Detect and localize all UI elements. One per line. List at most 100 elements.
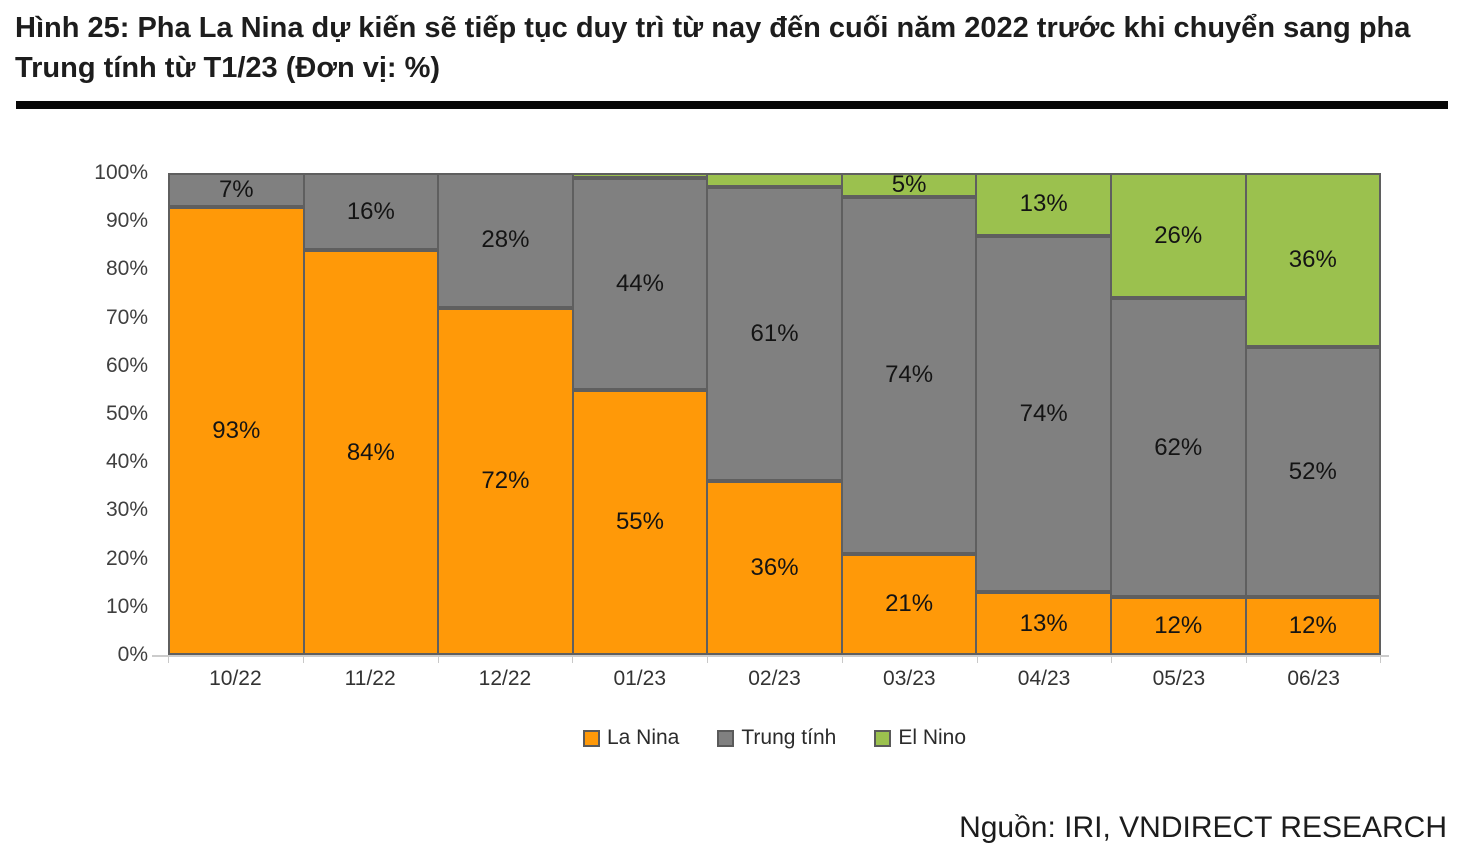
legend-item-el-nino: El Nino: [874, 726, 966, 750]
segment-value-label: 84%: [346, 438, 395, 466]
legend-item-trung-tinh: Trung tính: [717, 726, 836, 750]
legend-swatch-icon: [717, 729, 735, 747]
segment-value-label: 12%: [1154, 612, 1203, 640]
y-tick-label: 40%: [105, 450, 148, 473]
x-tick-label: 03/23: [883, 667, 936, 690]
x-tick-label: 04/23: [1017, 667, 1071, 690]
segment-value-label: 7%: [218, 175, 254, 203]
x-axis-tick: [707, 657, 708, 663]
y-tick-label: 50%: [105, 402, 148, 425]
legend-label: Trung tính: [741, 726, 837, 749]
segment-value-label: 26%: [1154, 221, 1203, 249]
segment-value-label: 74%: [1019, 400, 1068, 427]
bar-04-23: 13% 74% 13%: [975, 173, 1112, 655]
segment-el-nino: [706, 173, 843, 188]
y-tick-label: 10%: [105, 595, 148, 618]
figure-title: Hình 25: Pha La Nina dự kiến sẽ tiếp tục…: [15, 12, 1411, 84]
x-tick-label: 06/23: [1287, 667, 1340, 690]
legend-item-la-nina: La Nina: [582, 726, 680, 750]
segment-el-nino: 26%: [1109, 173, 1247, 299]
legend-label: El Nino: [898, 726, 967, 749]
legend-label: La Nina: [606, 726, 680, 749]
segment-value-label: 28%: [481, 226, 530, 254]
segment-value-label: 13%: [1019, 609, 1068, 637]
bar-05-23: 12% 62% 26%: [1109, 173, 1247, 655]
x-axis-tick: [572, 657, 573, 663]
segment-value-label: 55%: [615, 508, 664, 536]
y-axis: 100% 90% 80% 70% 60% 50% 40% 30% 20% 10% 0%: [28, 161, 148, 666]
x-axis-tick: [1246, 657, 1247, 663]
segment-value-label: 61%: [750, 320, 799, 348]
x-tick-label: 05/23: [1152, 667, 1206, 690]
y-tick-label: 30%: [105, 498, 148, 521]
x-tick-label: 10/22: [209, 667, 262, 690]
source-text: Nguồn: IRI, VNDIRECT RESEARCH: [959, 811, 1447, 844]
segment-la-nina: 12%: [1109, 597, 1247, 655]
x-axis-tick: [303, 657, 304, 663]
bar-06-23: 12% 52% 36%: [1244, 173, 1382, 655]
segment-la-nina: 84%: [302, 250, 440, 655]
segment-la-nina: 36%: [706, 481, 843, 655]
segment-value-label: 72%: [481, 467, 530, 495]
segment-value-label: 5%: [891, 171, 927, 199]
x-tick-label: 02/23: [748, 667, 801, 690]
segment-value-label: 62%: [1154, 433, 1203, 461]
segment-la-nina: 72%: [437, 307, 574, 655]
y-tick-label: 100%: [94, 161, 148, 184]
segment-value-label: 74%: [885, 361, 934, 389]
segment-value-label: 36%: [750, 554, 799, 582]
legend-swatch-icon: [582, 729, 600, 747]
bar-03-23: 21% 74% 5%: [840, 171, 978, 655]
x-axis-tick: [1380, 657, 1381, 663]
segment-value-label: 93%: [212, 416, 261, 444]
segment-la-nina: 55%: [571, 389, 709, 655]
segment-value-label: 12%: [1288, 612, 1337, 640]
y-tick-label: 20%: [105, 547, 148, 570]
bar-01-23: 55% 44%: [571, 173, 709, 655]
bar-12-22: 72% 28%: [437, 173, 574, 655]
segment-trung-tinh: 74%: [975, 235, 1112, 593]
segment-trung-tinh: 74%: [840, 197, 978, 554]
x-axis: 10/22 11/22 12/22 01/23 02/23 03/23 04/23 05/23…: [168, 667, 1381, 691]
plot-area: 93% 7% 84% 16% 72% 28% 55% 44% 36% 61% 21% 74% 5% 13%…: [168, 171, 1382, 655]
y-tick-label: 90%: [105, 209, 148, 232]
segment-trung-tinh: 7%: [168, 173, 305, 207]
segment-value-label: 44%: [615, 269, 664, 297]
x-tick-label: 11/22: [344, 667, 396, 690]
legend-swatch-icon: [874, 729, 892, 747]
x-axis-tick: [168, 657, 169, 663]
y-tick-label: 0%: [117, 643, 148, 666]
segment-value-label: 36%: [1288, 245, 1337, 273]
segment-el-nino: 13%: [975, 173, 1112, 236]
title-divider: [16, 101, 1448, 109]
x-axis-tick: [842, 657, 843, 663]
segment-trung-tinh: 52%: [1244, 346, 1382, 598]
segment-trung-tinh: 16%: [302, 173, 440, 251]
x-axis-line: [152, 655, 1389, 657]
segment-trung-tinh: 61%: [706, 187, 843, 482]
segment-la-nina: 13%: [975, 592, 1112, 655]
y-tick-label: 80%: [105, 257, 148, 280]
x-axis-ticks: [168, 657, 1381, 663]
y-tick-label: 60%: [105, 354, 148, 377]
segment-value-label: 13%: [1019, 190, 1068, 218]
segment-la-nina: 21%: [840, 553, 978, 655]
x-tick-label: 12/22: [478, 667, 532, 690]
segment-la-nina: 12%: [1244, 597, 1382, 655]
segment-trung-tinh: 62%: [1109, 298, 1247, 598]
x-axis-tick: [977, 657, 978, 663]
bar-02-23: 36% 61%: [706, 173, 843, 655]
segment-value-label: 16%: [346, 197, 395, 225]
x-axis-tick: [438, 657, 439, 663]
y-tick-label: 70%: [105, 306, 148, 329]
segment-el-nino: [571, 173, 709, 178]
bar-11-22: 84% 16%: [302, 173, 440, 655]
segment-el-nino: 36%: [1244, 173, 1382, 347]
bar-10-22: 93% 7%: [168, 173, 305, 655]
x-axis-tick: [1111, 657, 1112, 663]
segment-el-nino: 5%: [840, 171, 978, 199]
segment-value-label: 52%: [1288, 457, 1337, 485]
segment-value-label: 21%: [885, 590, 934, 618]
segment-trung-tinh: 28%: [437, 173, 574, 308]
